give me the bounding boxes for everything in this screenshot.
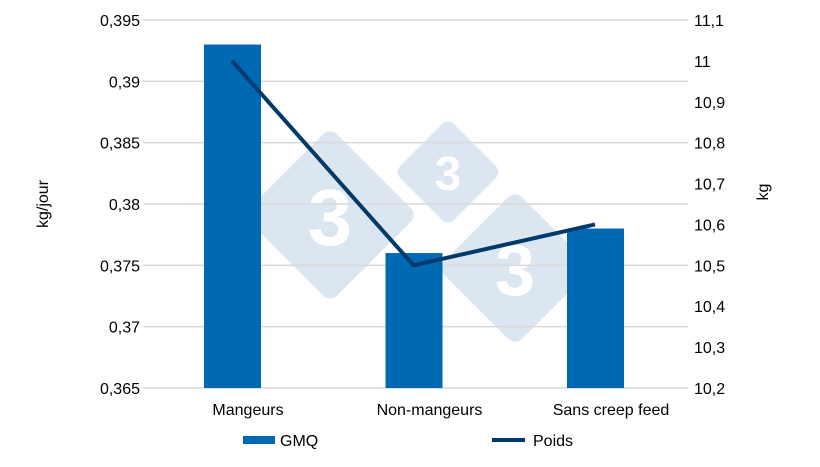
y2-tick-label: 11: [694, 54, 711, 71]
bar-gmq-1: [386, 253, 443, 388]
legend-label-gmq: GMQ: [280, 433, 318, 450]
y-tick-label: 0,365: [100, 381, 140, 398]
y2-tick-label: 10,7: [694, 177, 725, 194]
y2-tick-label: 10,6: [694, 217, 725, 234]
y2-tick-label: 10,5: [694, 258, 725, 275]
y2-tick-label: 10,8: [694, 136, 725, 153]
y2-axis-label: kg: [755, 184, 772, 201]
y-tick-label: 0,37: [109, 320, 140, 337]
y-tick-label: 0,39: [109, 74, 140, 91]
x-tick-label: Sans creep feed: [553, 402, 670, 419]
x-tick-label: Mangeurs: [212, 402, 283, 419]
y-tick-label: 0,385: [100, 136, 140, 153]
y2-tick-label: 10,9: [694, 95, 725, 112]
svg-text:3: 3: [435, 148, 462, 201]
y-axis-label: kg/jour: [35, 179, 52, 228]
y-tick-label: 0,38: [109, 197, 140, 214]
y-tick-label: 0,395: [100, 13, 140, 30]
y2-tick-label: 10,4: [694, 299, 725, 316]
y-tick-label: 0,375: [100, 258, 140, 275]
y2-tick-label: 10,2: [694, 381, 725, 398]
bar-gmq-0: [204, 45, 261, 388]
legend-label-poids: Poids: [533, 433, 573, 450]
y2-tick-label: 11,1: [694, 13, 724, 30]
bar-gmq-2: [567, 229, 624, 388]
x-tick-label: Non-mangeurs: [377, 402, 483, 419]
legend-swatch-gmq: [243, 436, 275, 444]
y2-tick-label: 10,3: [694, 340, 725, 357]
legend: GMQ Poids: [243, 433, 573, 450]
